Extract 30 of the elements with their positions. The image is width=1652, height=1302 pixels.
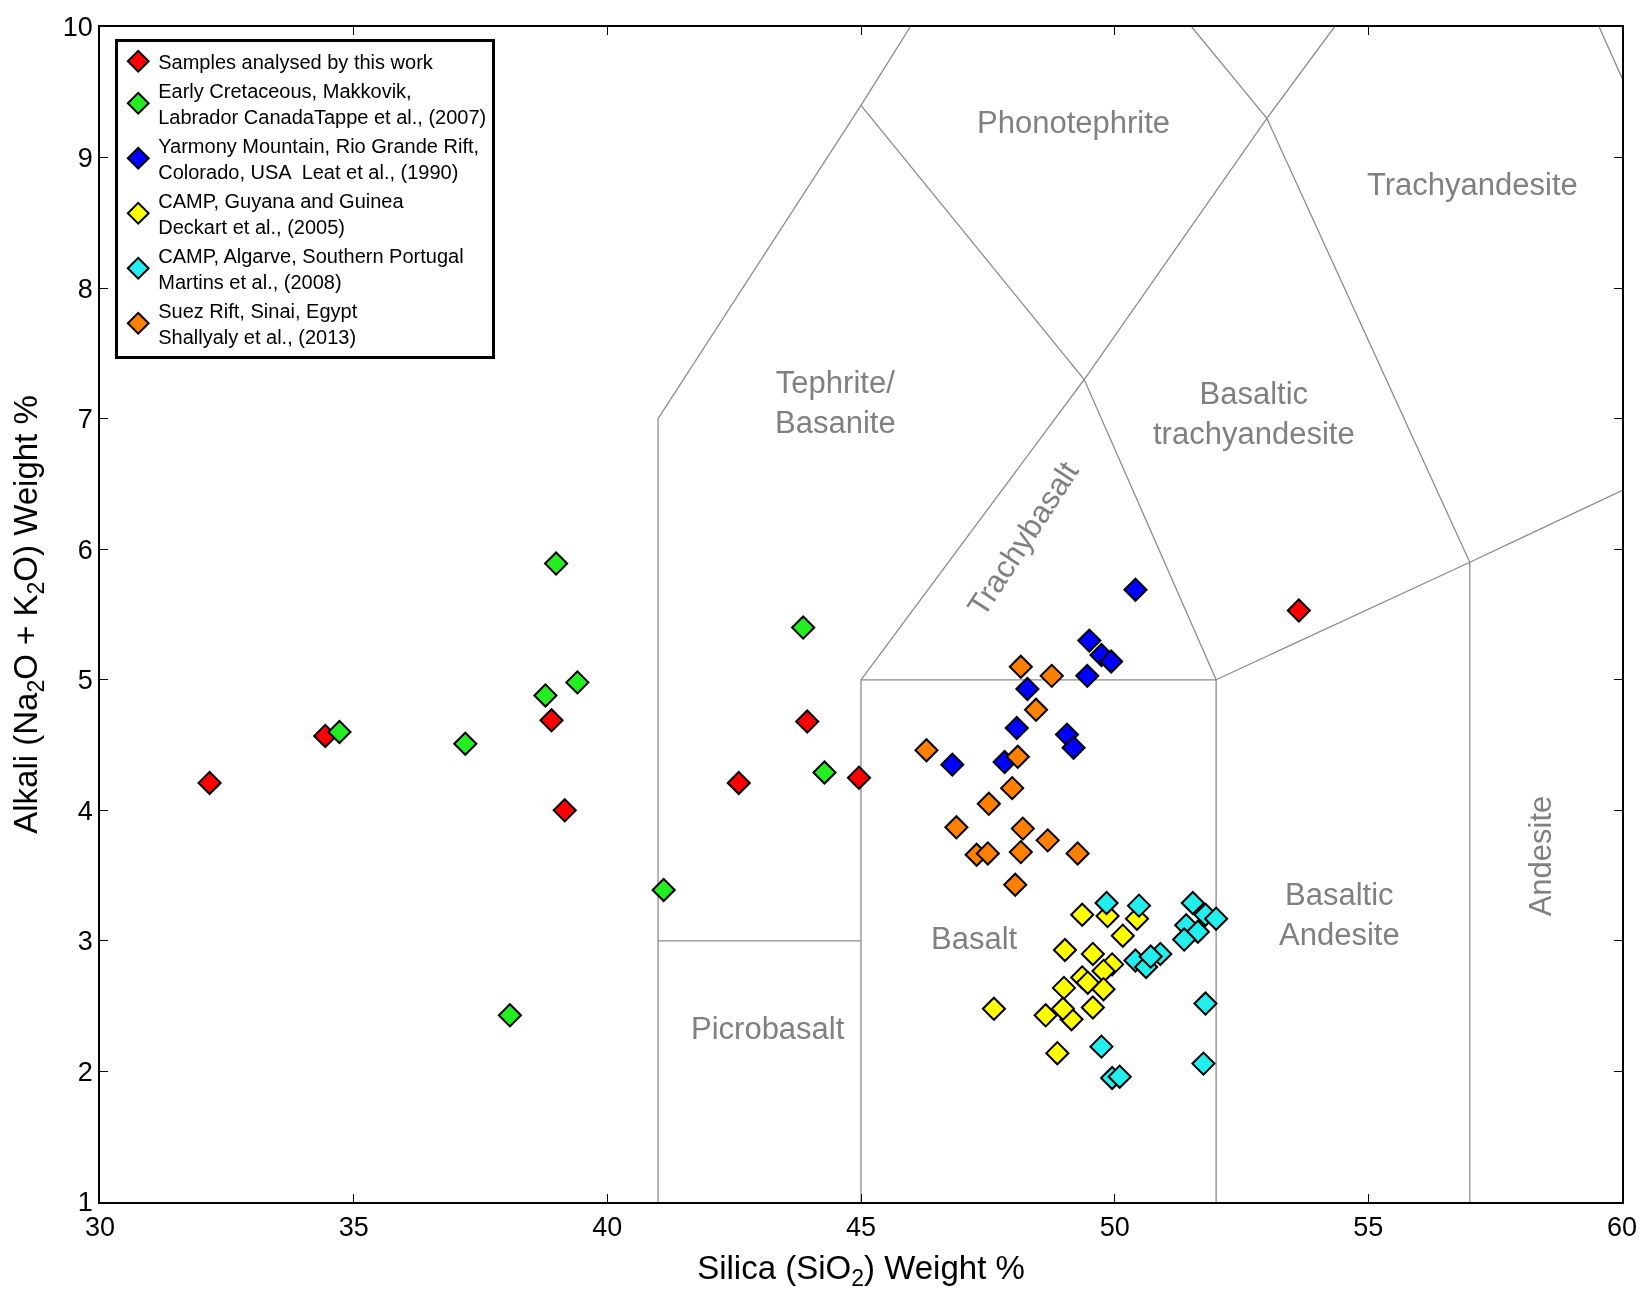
annotation: Basalt [931, 921, 1018, 956]
annotation: Phonotephrite [977, 105, 1171, 140]
legend-label: Samples analysed by this work [158, 51, 434, 74]
x-tick-label: 45 [845, 1212, 877, 1243]
y-tick-label: 9 [77, 143, 93, 174]
y-tick-label: 5 [77, 665, 93, 696]
y-tick-label: 6 [77, 534, 93, 565]
annotation: Tephrite/ Basanite [775, 365, 896, 441]
legend-label: CAMP, Algarve, Southern Portugal Martins et al., (2008) [158, 245, 464, 294]
y-tick-label: 3 [77, 926, 93, 957]
legend-label: Yarmony Mountain, Rio Grande Rift, Colorado, USA Leat et al., (1990) [158, 135, 480, 184]
x-tick-label: 35 [338, 1212, 369, 1243]
annotation: Picrobasalt [691, 1011, 845, 1046]
y-tick-label: 7 [77, 404, 93, 435]
y-tick-label: 4 [77, 795, 93, 826]
annotation: Trachyandesite [1367, 167, 1578, 202]
x-tick-label: 40 [592, 1212, 623, 1243]
x-axis-title: Silica (SiO$_{2}$) Weight % [697, 1249, 1025, 1292]
y-tick-label: 2 [77, 1056, 93, 1087]
annotation: Basaltic trachyandesite [1153, 376, 1355, 452]
annotation: Basaltic Andesite [1279, 877, 1400, 953]
annotation: Andesite [1523, 795, 1559, 917]
x-tick-label: 50 [1099, 1212, 1130, 1243]
legend-label: CAMP, Guyana and Guinea Deckart et al., (2005) [158, 190, 405, 239]
y-tick-label: 10 [62, 12, 93, 43]
legend-label: Early Cretaceous, Makkovik, Labrador CanadaTappe et al., (2007) [158, 80, 487, 129]
legend-label: Suez Rift, Sinai, Egypt Shallyaly et al., (2013) [158, 300, 358, 349]
y-tick-label: 8 [77, 273, 93, 304]
x-tick-label: 55 [1353, 1212, 1384, 1243]
x-tick-label: 60 [1606, 1212, 1638, 1243]
